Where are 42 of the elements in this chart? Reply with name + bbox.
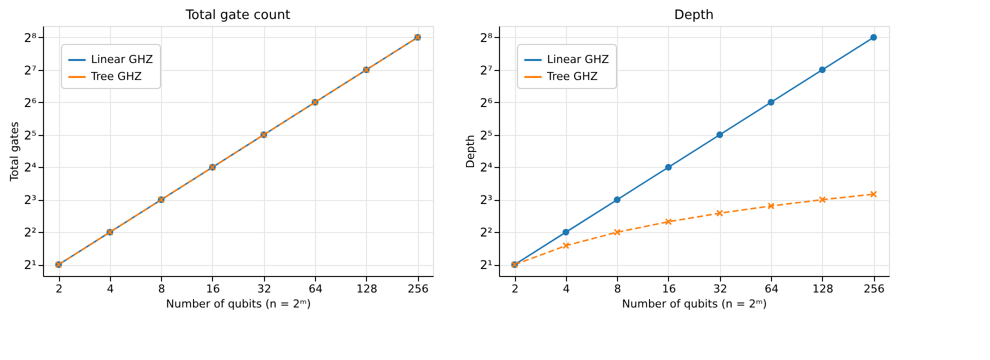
x-tick-label: 4 [562,282,570,296]
y-tick-label: 2¹ [480,258,493,272]
y-tick-label: 2⁵ [480,128,493,142]
y-tick-label: 2² [24,226,37,240]
x-tick-label: 2 [512,282,519,296]
y-tick-label: 2² [480,226,493,240]
y-tick-label: 2⁶ [480,96,493,110]
y-tick-label: 2³ [24,193,37,208]
x-tick-label: 64 [764,282,779,296]
x-tick-label: 8 [158,282,166,296]
x-tick-label: 256 [864,282,885,296]
y-axis-title: Total gates [8,121,22,182]
y-tick-label: 2⁶ [24,96,37,110]
y-tick-label: 2³ [480,193,493,208]
legend-label: Linear GHZ [547,53,610,66]
x-tick-label: 8 [614,282,622,296]
x-tick-label: 16 [662,282,676,296]
x-tick-label: 32 [713,282,728,296]
x-axis-title: Number of qubits (n = 2ᵐ) [622,298,767,310]
x-tick-label: 128 [356,282,378,296]
y-axis-title: Depth [464,134,478,168]
legend-label: Tree GHZ [546,70,598,83]
x-tick-label: 16 [206,282,220,296]
y-tick-label: 2¹ [24,258,37,272]
y-tick-label: 2⁷ [24,63,37,78]
x-tick-label: 128 [812,282,834,296]
y-tick-label: 2⁴ [480,160,493,175]
x-axis-title: Number of qubits (n = 2ᵐ) [166,298,311,310]
chart-title: Depth [674,8,714,23]
y-tick-label: 2⁸ [480,30,493,45]
x-tick-label: 32 [257,282,272,296]
y-tick-label: 2⁷ [480,63,493,78]
x-tick-label: 2 [56,282,63,296]
y-tick-label: 2⁴ [24,160,37,175]
x-tick-label: 4 [106,282,114,296]
legend-label: Linear GHZ [91,53,154,66]
chart-title: Total gate count [184,8,290,23]
y-tick-label: 2⁸ [24,30,37,45]
legend-label: Tree GHZ [90,70,142,83]
x-tick-label: 64 [308,282,323,296]
x-tick-label: 256 [408,282,429,296]
y-tick-label: 2⁵ [24,128,37,142]
